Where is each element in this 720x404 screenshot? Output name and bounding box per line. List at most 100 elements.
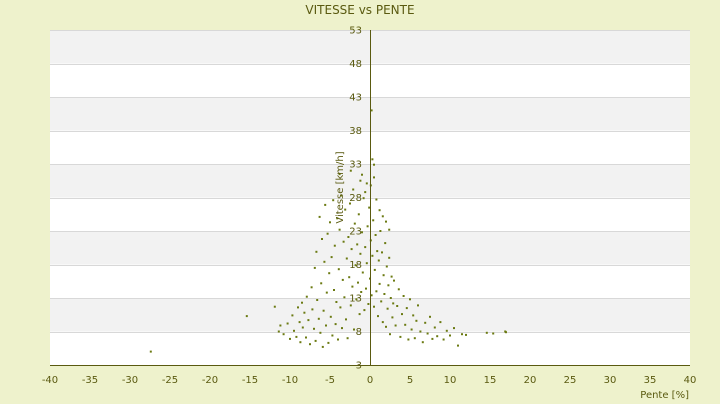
y-tick-label: 38	[349, 126, 362, 137]
data-point	[385, 220, 387, 223]
data-point	[429, 315, 431, 318]
data-point	[373, 163, 375, 166]
chart-title: VITESSE vs PENTE	[305, 3, 414, 17]
data-point	[298, 321, 301, 324]
data-point	[426, 332, 429, 335]
data-point	[295, 335, 298, 338]
data-point	[344, 208, 347, 211]
data-point	[353, 328, 355, 331]
data-point	[337, 268, 340, 271]
data-point	[404, 323, 407, 326]
data-point	[313, 266, 316, 269]
data-point	[309, 343, 311, 346]
data-point	[346, 337, 349, 340]
data-point	[397, 288, 400, 291]
y-tick-label: 48	[349, 59, 362, 70]
y-tick-label: 28	[349, 193, 362, 204]
data-point	[303, 311, 306, 314]
data-point	[453, 327, 455, 330]
data-point	[381, 321, 384, 324]
data-point	[388, 256, 391, 259]
x-tick-label: -35	[82, 375, 98, 386]
data-point	[339, 306, 342, 309]
data-point	[329, 315, 332, 318]
y-tick-label: 23	[349, 227, 362, 238]
data-point	[433, 326, 436, 329]
x-tick-label: 20	[524, 375, 537, 386]
x-tick-label: -25	[162, 375, 178, 386]
data-point	[354, 264, 357, 267]
data-point	[377, 259, 380, 262]
data-point	[282, 333, 285, 336]
data-point	[401, 313, 403, 316]
data-point	[351, 285, 354, 288]
data-point	[330, 256, 333, 259]
x-tick-label: -10	[282, 375, 298, 386]
data-point	[365, 287, 367, 290]
data-point	[328, 272, 331, 275]
data-point	[361, 231, 363, 234]
data-point	[273, 305, 276, 308]
data-point	[317, 317, 320, 320]
data-point	[457, 344, 459, 347]
data-point	[343, 296, 346, 299]
data-point	[349, 304, 352, 307]
data-point	[245, 315, 248, 318]
data-point	[376, 250, 379, 253]
data-point	[355, 298, 358, 301]
data-point	[342, 240, 345, 243]
data-point	[390, 275, 393, 278]
data-point	[359, 252, 362, 255]
data-point	[359, 179, 362, 182]
data-point	[449, 334, 451, 337]
x-tick-label: 5	[407, 375, 413, 386]
y-tick-label: 18	[349, 260, 362, 271]
axes	[50, 30, 690, 366]
data-point	[382, 274, 385, 277]
data-point	[391, 316, 394, 319]
data-point	[415, 319, 418, 322]
data-point	[368, 206, 371, 209]
data-point	[341, 327, 343, 330]
data-point	[349, 169, 352, 172]
data-point	[323, 260, 326, 263]
data-point	[385, 265, 388, 268]
data-point	[331, 334, 334, 337]
y-tick-label: 3	[356, 361, 362, 372]
data-point	[333, 289, 335, 291]
x-tick-label: -40	[42, 375, 58, 386]
data-point	[373, 176, 375, 179]
tick-labels: -40 -35 -30 -25 -20 -15 -10 -5 0 5 10 15 20 25 30 35 40 3…	[42, 26, 697, 387]
data-point	[341, 278, 344, 281]
data-point	[333, 244, 336, 247]
data-point	[293, 329, 295, 332]
data-point	[381, 215, 384, 218]
data-point	[419, 330, 422, 333]
x-axis-label: Pente [%]	[640, 390, 689, 400]
x-tick-label: 25	[564, 375, 577, 386]
data-point	[289, 337, 291, 340]
data-point	[338, 173, 341, 176]
x-tick-label: -30	[122, 375, 138, 386]
data-point	[371, 254, 374, 257]
data-point	[465, 333, 467, 336]
data-point	[373, 268, 376, 271]
data-point	[399, 335, 402, 338]
data-point	[332, 199, 335, 202]
data-point	[365, 262, 368, 265]
data-point	[461, 333, 463, 336]
data-point	[442, 338, 445, 341]
data-point	[412, 314, 415, 317]
data-point	[321, 238, 323, 240]
data-point	[350, 248, 353, 251]
data-point	[378, 282, 381, 285]
data-point	[286, 322, 289, 325]
data-point	[310, 286, 313, 289]
data-point	[345, 318, 347, 321]
data-point	[407, 338, 410, 341]
data-point	[394, 324, 397, 327]
y-tick-label: 13	[349, 294, 362, 305]
data-point	[492, 332, 495, 335]
x-tick-label: 35	[644, 375, 657, 386]
